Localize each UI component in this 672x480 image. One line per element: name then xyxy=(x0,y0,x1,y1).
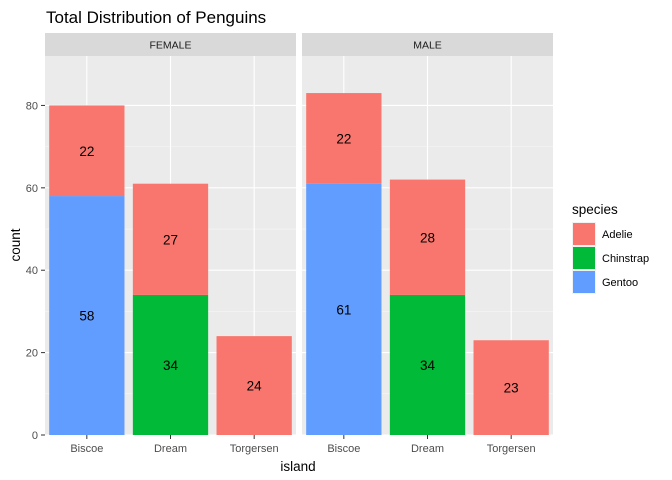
bar-gentoo-biscoe xyxy=(49,196,125,435)
bar-value-label: 61 xyxy=(336,302,351,317)
bar-value-label: 34 xyxy=(420,358,436,373)
bar-chinstrap-dream xyxy=(132,294,209,435)
x-tick-label: Torgersen xyxy=(487,443,536,455)
x-tick-label: Dream xyxy=(411,443,444,455)
bar-value-label: 58 xyxy=(79,309,94,324)
bar-value-label: 22 xyxy=(79,144,94,159)
legend-label: Gentoo xyxy=(602,277,638,289)
bar-value-label: 24 xyxy=(247,379,263,394)
bar-chinstrap-dream xyxy=(389,294,466,435)
y-axis: 0 20 40 60 80 xyxy=(26,100,45,442)
bar-adelie-torgersen xyxy=(473,340,549,435)
chart-title: Total Distribution of Penguins xyxy=(46,8,266,27)
bar-adelie-dream xyxy=(389,179,466,295)
facet-panel-male: MALE 61 22 34 28 23 Biscoe Dream Torgersen xyxy=(302,33,553,455)
legend-item-chinstrap: Chinstrap xyxy=(572,246,649,270)
y-tick-label: 40 xyxy=(26,265,38,277)
legend: species Adelie Chinstrap Gentoo xyxy=(572,202,649,294)
legend-title: species xyxy=(572,202,618,217)
legend-swatch xyxy=(573,223,595,245)
facet-strip xyxy=(45,33,296,56)
bar-gentoo-biscoe xyxy=(306,183,382,435)
bar-value-label: 34 xyxy=(163,358,179,373)
y-axis-title: count xyxy=(8,228,23,261)
legend-label: Chinstrap xyxy=(602,253,649,265)
x-tick-label: Biscoe xyxy=(327,443,360,455)
facet-strip xyxy=(302,33,553,56)
legend-label: Adelie xyxy=(602,229,633,241)
legend-item-adelie: Adelie xyxy=(572,222,633,246)
bar-value-label: 27 xyxy=(163,232,178,247)
y-tick-label: 60 xyxy=(26,183,38,195)
bar-adelie-torgersen xyxy=(216,336,292,435)
x-axis-title: island xyxy=(280,459,315,474)
legend-swatch xyxy=(573,271,595,293)
x-tick-label: Dream xyxy=(154,443,187,455)
bar-value-label: 23 xyxy=(504,381,519,396)
x-tick-label: Torgersen xyxy=(230,443,279,455)
y-tick-label: 0 xyxy=(32,430,38,442)
y-tick-label: 80 xyxy=(26,100,38,112)
bar-value-label: 28 xyxy=(420,230,435,245)
x-tick-label: Biscoe xyxy=(70,443,103,455)
bar-adelie-biscoe xyxy=(49,105,125,197)
bar-value-label: 22 xyxy=(336,131,351,146)
bar-adelie-dream xyxy=(132,183,209,295)
bar-adelie-biscoe xyxy=(306,93,382,184)
legend-item-gentoo: Gentoo xyxy=(572,270,638,294)
legend-swatch xyxy=(573,247,595,269)
facet-strip-label: FEMALE xyxy=(149,40,191,52)
facet-strip-label: MALE xyxy=(413,40,442,52)
y-tick-label: 20 xyxy=(26,348,38,360)
facet-panel-female: FEMALE 58 22 34 27 24 Biscoe Dream Torgersen xyxy=(45,33,296,455)
